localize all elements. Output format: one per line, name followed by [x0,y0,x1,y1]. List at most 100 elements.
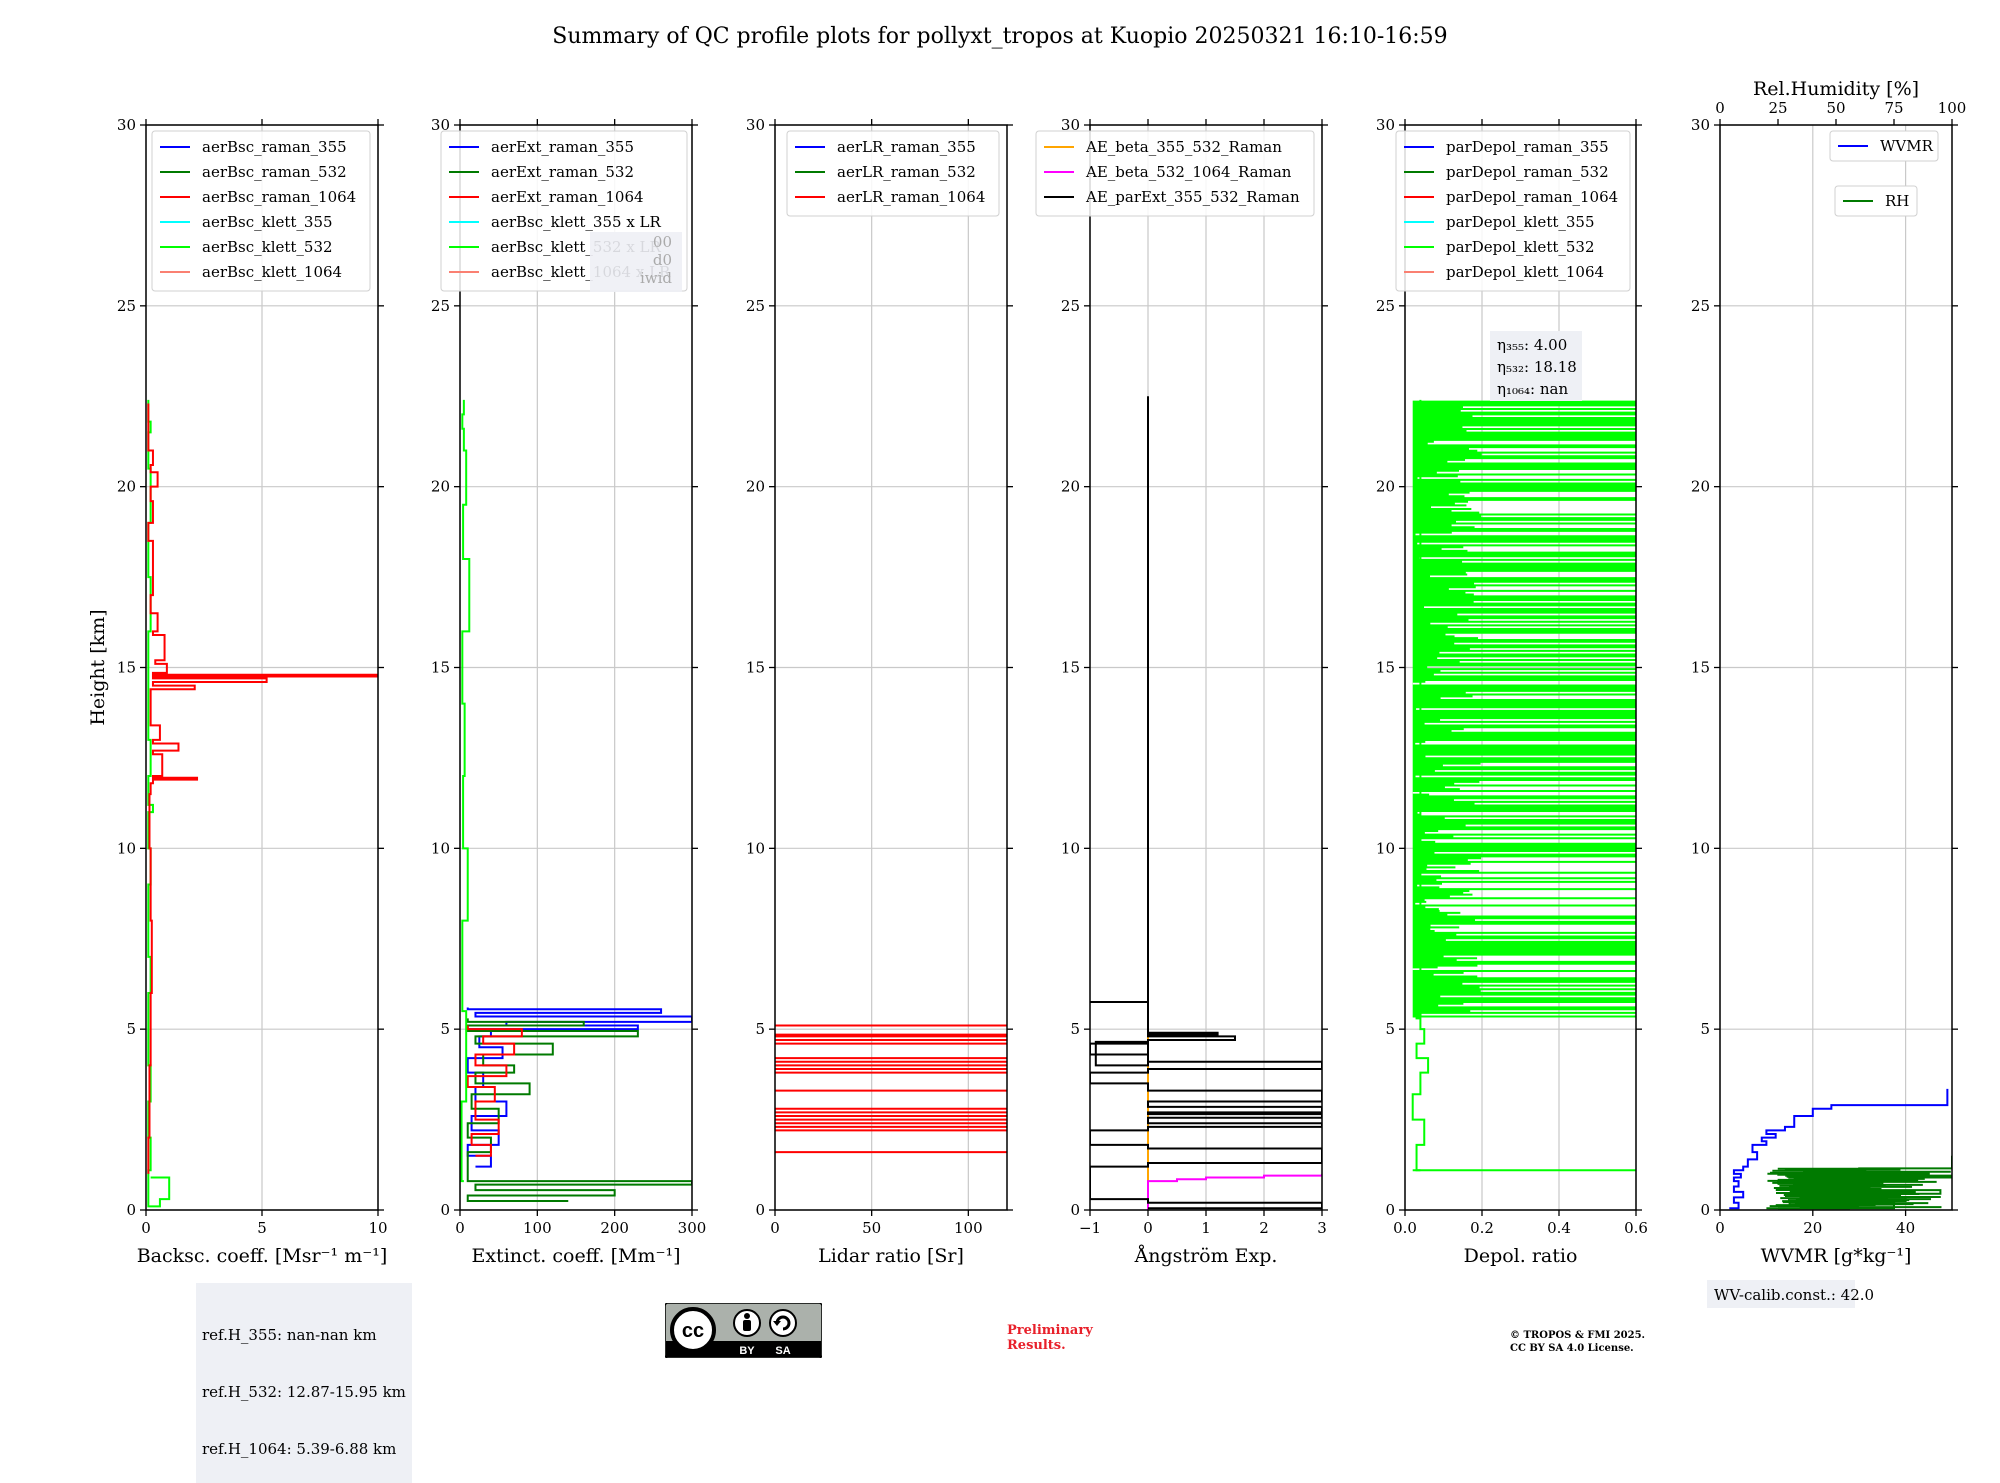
y-tick-label: 0 [1385,1201,1395,1219]
wv-calibration-note: WV-calib.const.: 42.0 [1714,1286,1874,1304]
ref-height-532: ref.H_532: 12.87-15.95 km [202,1383,406,1401]
series-aerExt_raman_1064 [466,1025,523,1157]
y-tick-label: 10 [1691,839,1710,857]
series-AE_parExt_355_532_Raman [1090,396,1322,1210]
top-x-tick-label: 75 [1884,99,1903,117]
x-axis-label: Extinct. coeff. [Mm⁻¹] [471,1245,680,1267]
legend-box [1395,130,1631,292]
legend-entry: aerBsc_klett_532 [202,238,333,256]
plot-area [1729,1088,1952,1210]
y-tick-label: 30 [117,116,136,134]
series-AE_beta_532_1064_Raman [1147,1173,1322,1210]
x-tick-label: 40 [1896,1219,1915,1237]
x-axis-label: Ångström Exp. [1134,1245,1278,1267]
legend-entry: aerBsc_klett_1064 [202,263,342,281]
cc-by-label: BY [739,1345,755,1357]
series-parDepol_klett_532 [1411,399,1430,1172]
x-tick-label: 0 [1715,1219,1725,1237]
plot-area [460,399,692,1202]
y-tick-label: 25 [1061,297,1080,315]
legend-box [1829,130,1939,162]
cc-license-badge: cc BY SA [665,1303,822,1358]
reference-heights-box: ref.H_355: nan-nan km ref.H_532: 12.87-1… [196,1283,412,1483]
x-tick-label: 0.0 [1393,1219,1417,1237]
preliminary-line-2: Results. [1007,1338,1066,1353]
y-tick-label: 10 [1061,839,1080,857]
plot-area [1090,396,1322,1210]
y-tick-label: 30 [1061,116,1080,134]
y-tick-label: 10 [1376,839,1395,857]
y-tick-label: 0 [1700,1201,1710,1219]
y-tick-label: 15 [746,659,765,677]
eta-value: η₅₃₂: 18.18 [1497,358,1577,376]
overlaid-box [590,232,682,292]
legend-box [1834,185,1918,217]
y-tick-label: 30 [1691,116,1710,134]
y-tick-label: 0 [755,1201,765,1219]
preliminary-results-note: Preliminary Results. [1007,1323,1093,1353]
cc-logo-icon [670,1307,716,1353]
x-tick-label: 50 [862,1219,881,1237]
y-tick-label: 0 [440,1201,450,1219]
x-tick-label: 1 [1201,1219,1211,1237]
y-tick-label: 15 [1691,659,1710,677]
y-tick-label: 5 [1070,1020,1080,1038]
panel-depol: 0 5 10 15 20 25 30 0.0 0.2 0.4 0.6 Depol. ratio parD… [1376,116,1648,1267]
ref-height-355: ref.H_355: nan-nan km [202,1326,377,1344]
legend-entry: parDepol_raman_355 [1446,138,1609,156]
legend-entry: AE_parExt_355_532_Raman [1085,188,1300,206]
plot-area [775,1024,1007,1154]
legend-entry: aerExt_raman_1064 [491,188,644,206]
x-tick-label: 3 [1317,1219,1327,1237]
preliminary-line-1: Preliminary [1007,1323,1093,1338]
series-aerBsc_klett_532 x LR [460,399,471,1183]
legend-entry: aerExt_raman_355 [491,138,634,156]
y-tick-label: 30 [431,116,450,134]
y-tick-label: 25 [746,297,765,315]
cc-logo-text: cc [682,1320,704,1342]
y-tick-label: 5 [1385,1020,1395,1038]
y-tick-label: 10 [117,839,136,857]
y-tick-label: 20 [1376,478,1395,496]
y-tick-label: 25 [1376,297,1395,315]
series-WVMR [1729,1088,1949,1210]
x-axis-label: Depol. ratio [1464,1245,1578,1267]
legend-entry: parDepol_klett_1064 [1446,263,1604,281]
x-tick-label: 10 [368,1219,387,1237]
legend-box [151,130,371,292]
legend-entry: aerLR_raman_532 [837,163,976,181]
x-tick-label: 5 [257,1219,267,1237]
x-axis-label: Lidar ratio [Sr] [818,1245,964,1267]
legend-box [786,130,1000,217]
y-tick-label: 30 [1376,116,1395,134]
panel-wvmr: 0 5 10 15 20 25 30 0 20 40 WVMR [g*kg⁻¹] 0 25 50 75 100… [1691,78,1966,1308]
eta-box [1490,331,1582,401]
legend-entry: aerBsc_raman_532 [202,163,347,181]
share-alike-icon [769,1309,797,1337]
top-x-tick-label: 25 [1768,99,1787,117]
x-tick-label: 0 [141,1219,151,1237]
y-tick-label: 0 [126,1201,136,1219]
y-tick-label: 15 [117,659,136,677]
x-tick-label: 100 [523,1219,552,1237]
y-tick-label: 20 [431,478,450,496]
legend-entry: aerBsc_klett_355 x LR [491,213,662,231]
legend-entry: aerExt_raman_532 [491,163,634,181]
y-tick-label: 25 [117,297,136,315]
x-tick-label: 300 [678,1219,707,1237]
y-tick-label: 20 [1691,478,1710,496]
legend-entry: aerBsc_klett_355 [202,213,333,231]
legend-entry: parDepol_klett_532 [1446,238,1595,256]
y-tick-label: 15 [1376,659,1395,677]
legend-entry: RH [1885,192,1909,210]
series-aerExt_raman_532 [466,1018,692,1202]
panel-backscatter: 0 5 10 15 20 25 30 0 5 10 Backsc. coeff. [Msr⁻¹ m⁻… [87,116,388,1267]
x-tick-label: 0 [770,1219,780,1237]
panel-lidar_ratio: 0 5 10 15 20 25 30 0 50 100 Lidar ratio [Sr] aerLR_… [746,116,1013,1267]
x-tick-label: 0 [455,1219,465,1237]
figure-title: Summary of QC profile plots for pollyxt_… [552,24,1447,49]
eta-value: η₁₀₆₄: nan [1497,380,1568,398]
